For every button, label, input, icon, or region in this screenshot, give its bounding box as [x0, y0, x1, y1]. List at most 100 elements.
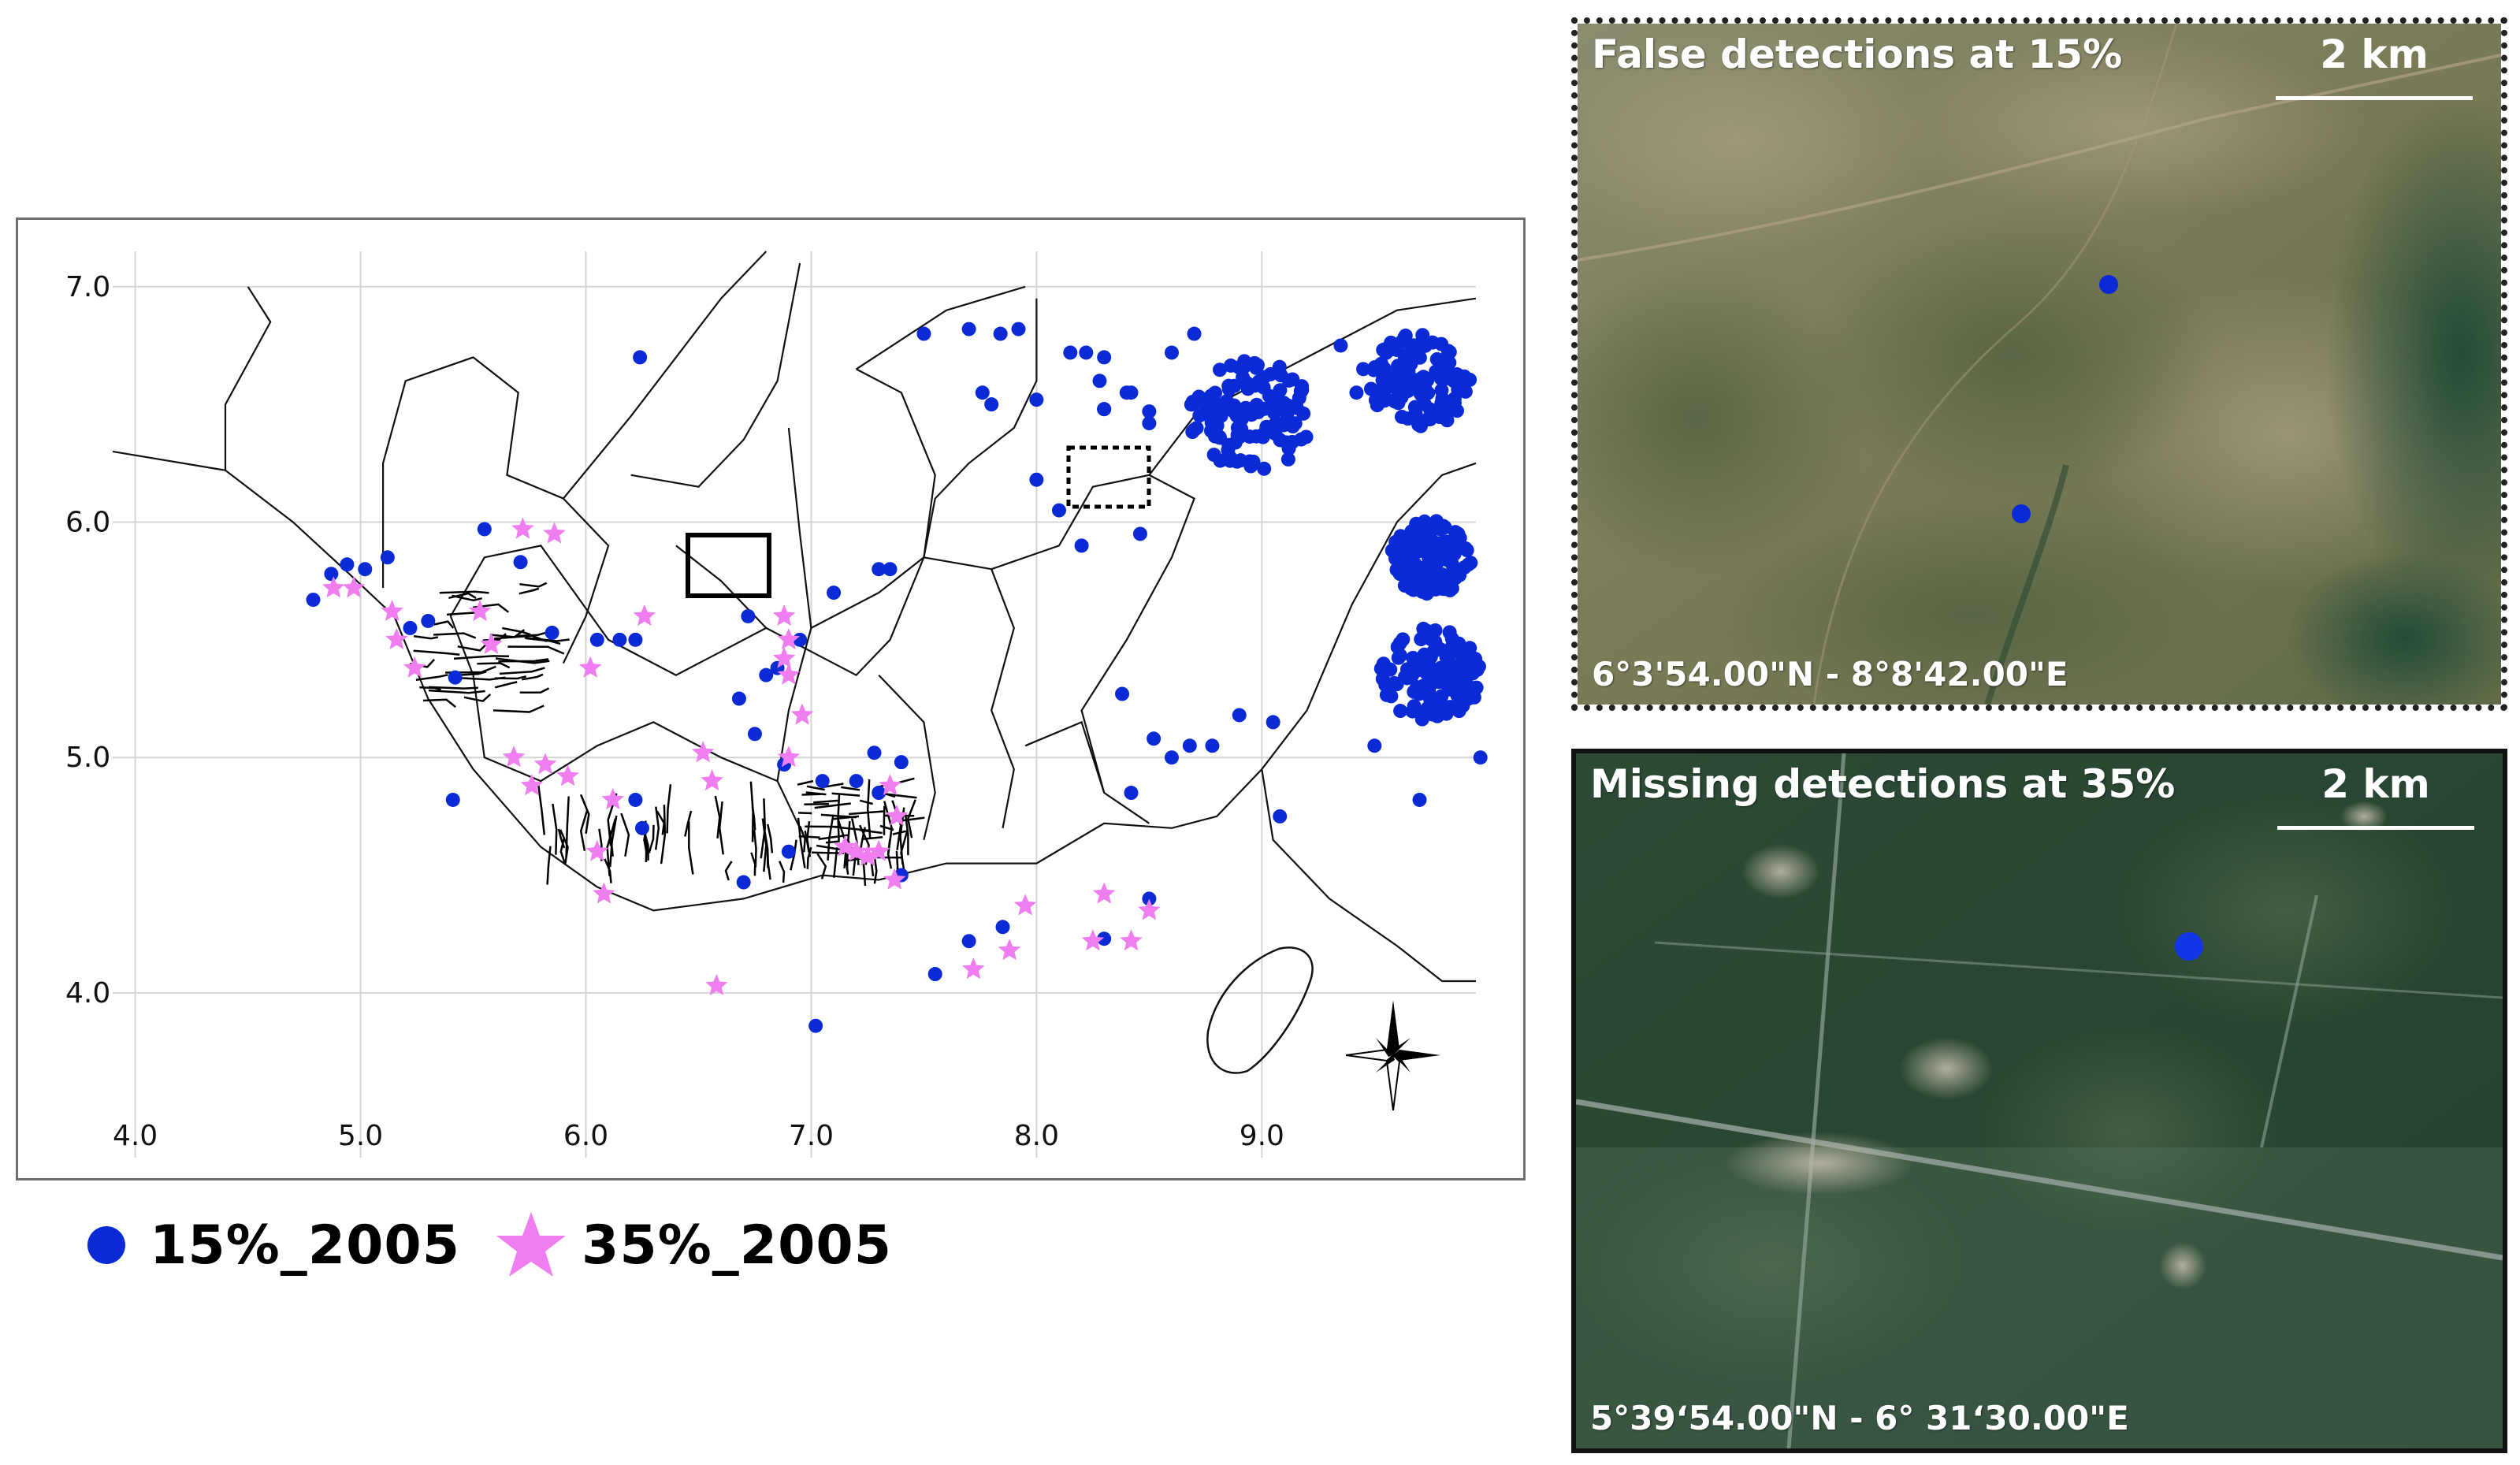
marker-15pct [421, 613, 436, 628]
marker-15pct [628, 792, 643, 807]
marker-35pct [883, 868, 906, 890]
marker-35pct [468, 600, 492, 622]
marker-15pct [984, 397, 999, 412]
marker-15pct [1419, 586, 1434, 601]
marker-15pct [1187, 326, 1202, 341]
marker-15pct [1405, 667, 1420, 682]
marker-35pct [511, 517, 534, 539]
y-tick-label: 7.0 [65, 271, 110, 303]
marker-15pct [1221, 437, 1236, 452]
marker-35pct [790, 703, 814, 725]
marker-15pct [808, 1018, 823, 1033]
marker-35pct [322, 576, 345, 598]
y-axis-tick-labels: 7.0 6.0 5.0 4.0 [65, 271, 110, 1010]
map-canvas: 4.0 5.0 6.0 7.0 8.0 9.0 7.0 6.0 5.0 4.0 [65, 251, 1488, 1158]
marker-15pct [1444, 645, 1459, 660]
marker-35pct [772, 604, 796, 627]
marker-35pct [585, 839, 609, 861]
marker-15pct [1417, 626, 1432, 641]
marker-15pct [1147, 731, 1162, 746]
marker-15pct [1407, 531, 1422, 546]
marker-15pct [477, 522, 492, 537]
marker-15pct [1063, 345, 1078, 360]
false-detections-panel: False detections at 15% 2 km 6°3'54.00"N… [1571, 17, 2507, 711]
marker-15pct [1399, 384, 1414, 399]
marker-15pct [1124, 385, 1139, 400]
marker-15pct [1417, 514, 1432, 529]
marker-15pct [1458, 671, 1473, 686]
marker-35pct [502, 746, 526, 768]
map-panel: 4.0 5.0 6.0 7.0 8.0 9.0 7.0 6.0 5.0 4.0 [16, 218, 1526, 1181]
marker-15pct [1452, 530, 1467, 545]
marker-15pct [1464, 684, 1479, 699]
state-boundaries [112, 251, 1477, 983]
marker-15pct [1029, 392, 1044, 407]
marker-15pct [1402, 574, 1417, 589]
marker-15pct [1449, 367, 1464, 382]
marker-15pct [1011, 322, 1026, 337]
marker-15pct [1142, 416, 1157, 431]
marker-15pct [1232, 429, 1247, 444]
marker-15pct [872, 786, 886, 801]
marker-35pct [1138, 898, 1161, 920]
marker-35pct [879, 774, 901, 796]
marker-35pct [705, 973, 728, 996]
marker-15pct [1442, 538, 1457, 553]
marker-15pct [1349, 385, 1364, 400]
satellite-image-missing [1576, 753, 2503, 1448]
marker-15pct [1223, 358, 1238, 373]
delta-rivers [409, 582, 925, 887]
marker-35pct [885, 804, 909, 826]
marker-15pct [1239, 375, 1254, 390]
marker-15pct [634, 820, 649, 835]
marker-15pct [1400, 411, 1415, 426]
marker-15pct [1232, 708, 1247, 723]
marker-15pct [1376, 664, 1391, 679]
marker-15pct [1280, 401, 1295, 416]
marker-15pct [1256, 380, 1271, 395]
marker-15pct [1435, 572, 1450, 587]
marker-35pct [1120, 929, 1143, 951]
coordinate-label: 5°39‘54.00"N - 6° 31‘30.00"E [1590, 1399, 2129, 1437]
marker-15pct [1389, 343, 1404, 358]
marker-35pct [856, 844, 879, 866]
marker-15pct [1164, 345, 1179, 360]
marker-15pct [1142, 404, 1157, 419]
marker-15pct [1459, 543, 1474, 558]
marker-15pct [1407, 400, 1422, 415]
marker-35pct [601, 788, 625, 810]
marker-35pct [1081, 929, 1105, 951]
panel-title: Missing detections at 35% [1590, 761, 2176, 807]
y-tick-label: 5.0 [65, 742, 110, 774]
false-detection-marker [2012, 504, 2031, 523]
marker-15pct [867, 746, 882, 760]
marker-15pct [1473, 750, 1488, 765]
marker-15pct [1259, 419, 1274, 434]
marker-15pct [1405, 704, 1420, 719]
marker-15pct [1398, 328, 1413, 343]
marker-15pct [1213, 363, 1228, 377]
marker-15pct [1388, 376, 1403, 391]
marker-15pct [1407, 684, 1422, 699]
marker-15pct [1285, 372, 1300, 387]
compass-star-icon [1345, 1000, 1440, 1111]
marker-15pct [1430, 691, 1445, 706]
x-axis-tick-labels: 4.0 5.0 6.0 7.0 8.0 9.0 [113, 1120, 1284, 1152]
marker-15pct [1421, 385, 1436, 400]
x-tick-label: 4.0 [113, 1120, 158, 1152]
marker-15pct [1074, 538, 1089, 553]
coordinate-label: 6°3'54.00"N - 8°8'42.00"E [1592, 655, 2068, 693]
marker-15pct [1263, 366, 1278, 381]
marker-15pct [1457, 560, 1472, 575]
marker-15pct [1364, 381, 1379, 396]
marker-15pct [1420, 373, 1435, 388]
marker-15pct [1029, 472, 1044, 487]
marker-35pct [556, 764, 579, 786]
missing-detections-panel: Missing detections at 35% 2 km 5°39‘54.0… [1571, 749, 2507, 1453]
marker-15pct [340, 557, 355, 572]
marker-15pct [1367, 738, 1382, 753]
marker-15pct [612, 632, 627, 647]
marker-15pct [1199, 397, 1214, 412]
marker-15pct [1418, 665, 1433, 680]
marker-15pct [1092, 374, 1107, 389]
